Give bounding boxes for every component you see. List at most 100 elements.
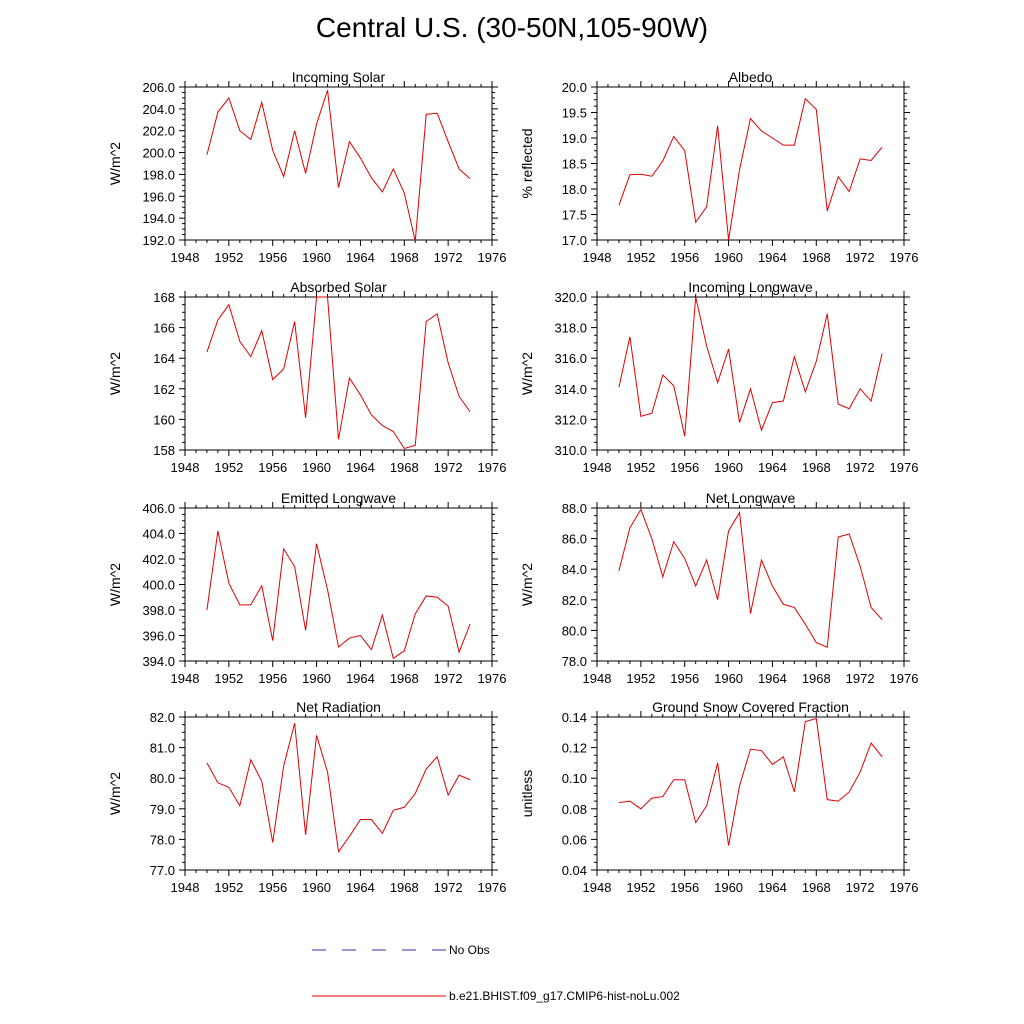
y-tick-label: 406.0	[142, 501, 175, 516]
y-tick-label: 192.0	[142, 233, 175, 248]
x-tick-label: 1952	[214, 460, 243, 475]
y-tick-label: 0.08	[562, 802, 587, 817]
x-tick-label: 1968	[390, 880, 419, 895]
y-tick-label: 204.0	[142, 102, 175, 117]
series-line	[618, 97, 883, 241]
y-tick-label: 316.0	[554, 351, 587, 366]
y-tick-label: 164	[153, 351, 175, 366]
y-tick-label: 82.0	[562, 593, 587, 608]
x-tick-label: 1968	[802, 880, 831, 895]
chart-legend: No Obs b.e21.BHIST.f09_g17.CMIP6-hist-no…	[312, 943, 680, 1003]
panel-6: Net Longwave W/m^2 1948 1952 1956 1960 1964 196…	[519, 490, 918, 686]
y-tick-label: 19.0	[562, 131, 587, 146]
x-tick-label: 1960	[302, 880, 331, 895]
y-axis-label: W/m^2	[107, 563, 123, 606]
series-line	[206, 722, 471, 853]
plot-frame	[596, 716, 905, 871]
y-tick-label: 168	[153, 290, 175, 305]
x-tick-label: 1948	[171, 880, 200, 895]
y-tick-label: 77.0	[150, 863, 175, 878]
x-tick-label: 1968	[390, 671, 419, 686]
y-tick-label: 81.0	[150, 741, 175, 756]
y-tick-label: 398.0	[142, 603, 175, 618]
panel-3: Absorbed Solar W/m^2 1948 1952 1956 1960 1964 1…	[107, 279, 506, 475]
x-tick-label: 1964	[346, 250, 375, 265]
panel-title: Ground Snow Covered Fraction	[652, 699, 849, 715]
x-tick-label: 1960	[302, 250, 331, 265]
y-tick-label: 80.0	[150, 771, 175, 786]
x-tick-label: 1952	[214, 250, 243, 265]
plot-frame	[184, 507, 493, 662]
panel-title: Net Longwave	[706, 490, 796, 506]
panel-4: Incoming Longwave W/m^2 1948 1952 1956 1960 19…	[519, 279, 918, 475]
y-axis-label: W/m^2	[107, 142, 123, 185]
panel-title: Net Radiation	[296, 699, 381, 715]
y-tick-label: 82.0	[150, 710, 175, 725]
y-tick-label: 196.0	[142, 189, 175, 204]
x-tick-label: 1948	[171, 671, 200, 686]
x-tick-label: 1948	[583, 460, 612, 475]
x-tick-label: 1972	[846, 880, 875, 895]
y-tick-label: 80.0	[562, 623, 587, 638]
y-axis-label: W/m^2	[519, 563, 535, 606]
x-tick-label: 1976	[890, 880, 919, 895]
y-tick-label: 0.10	[562, 771, 587, 786]
y-tick-label: 394.0	[142, 654, 175, 669]
x-tick-label: 1968	[802, 460, 831, 475]
x-tick-label: 1976	[478, 671, 507, 686]
y-tick-label: 0.04	[562, 863, 587, 878]
y-tick-label: 0.06	[562, 832, 587, 847]
y-tick-label: 202.0	[142, 124, 175, 139]
x-tick-label: 1976	[890, 250, 919, 265]
plot-frame	[184, 296, 493, 451]
x-tick-label: 1976	[890, 671, 919, 686]
x-tick-label: 1976	[890, 460, 919, 475]
y-tick-label: 0.12	[562, 741, 587, 756]
x-tick-label: 1968	[802, 250, 831, 265]
x-tick-label: 1964	[758, 671, 787, 686]
y-tick-label: 166	[153, 321, 175, 336]
x-tick-label: 1964	[346, 460, 375, 475]
y-tick-label: 17.0	[562, 233, 587, 248]
x-tick-label: 1960	[714, 250, 743, 265]
x-tick-label: 1948	[171, 250, 200, 265]
x-tick-label: 1964	[758, 460, 787, 475]
y-axis-label: % reflected	[519, 128, 535, 198]
x-tick-label: 1952	[214, 671, 243, 686]
x-tick-label: 1964	[346, 671, 375, 686]
y-tick-label: 19.5	[562, 106, 587, 121]
panel-2: Albedo % reflected 1948 1952 1956 1960 1964 196…	[519, 69, 918, 265]
y-tick-label: 198.0	[142, 167, 175, 182]
series-line	[618, 508, 883, 648]
series-line	[206, 530, 471, 660]
x-tick-label: 1968	[802, 671, 831, 686]
y-tick-label: 86.0	[562, 532, 587, 547]
y-tick-label: 312.0	[554, 412, 587, 427]
y-tick-label: 400.0	[142, 578, 175, 593]
y-tick-label: 200.0	[142, 146, 175, 161]
panel-1: Incoming Solar W/m^2 1948 1952 1956 1960 1964 1…	[107, 69, 506, 265]
x-tick-label: 1960	[714, 880, 743, 895]
y-axis-label: unitless	[519, 770, 535, 817]
y-tick-label: 310.0	[554, 443, 587, 458]
legend-label-no-obs: No Obs	[449, 943, 490, 957]
panel-title: Absorbed Solar	[290, 279, 387, 295]
x-tick-label: 1956	[670, 671, 699, 686]
y-tick-label: 402.0	[142, 552, 175, 567]
x-tick-label: 1972	[846, 250, 875, 265]
panel-title: Incoming Longwave	[688, 279, 813, 295]
y-tick-label: 0.14	[562, 710, 587, 725]
x-tick-label: 1948	[583, 671, 612, 686]
x-tick-label: 1948	[171, 460, 200, 475]
x-tick-label: 1960	[302, 671, 331, 686]
x-tick-label: 1956	[258, 460, 287, 475]
y-axis-label: W/m^2	[107, 772, 123, 815]
x-tick-label: 1960	[302, 460, 331, 475]
y-tick-label: 404.0	[142, 527, 175, 542]
figure-title: Central U.S. (30-50N,105-90W)	[315, 12, 709, 43]
y-tick-label: 162	[153, 382, 175, 397]
panel-7: Net Radiation W/m^2 1948 1952 1956 1960 1964 19…	[107, 699, 506, 895]
x-tick-label: 1952	[626, 250, 655, 265]
y-tick-label: 20.0	[562, 80, 587, 95]
